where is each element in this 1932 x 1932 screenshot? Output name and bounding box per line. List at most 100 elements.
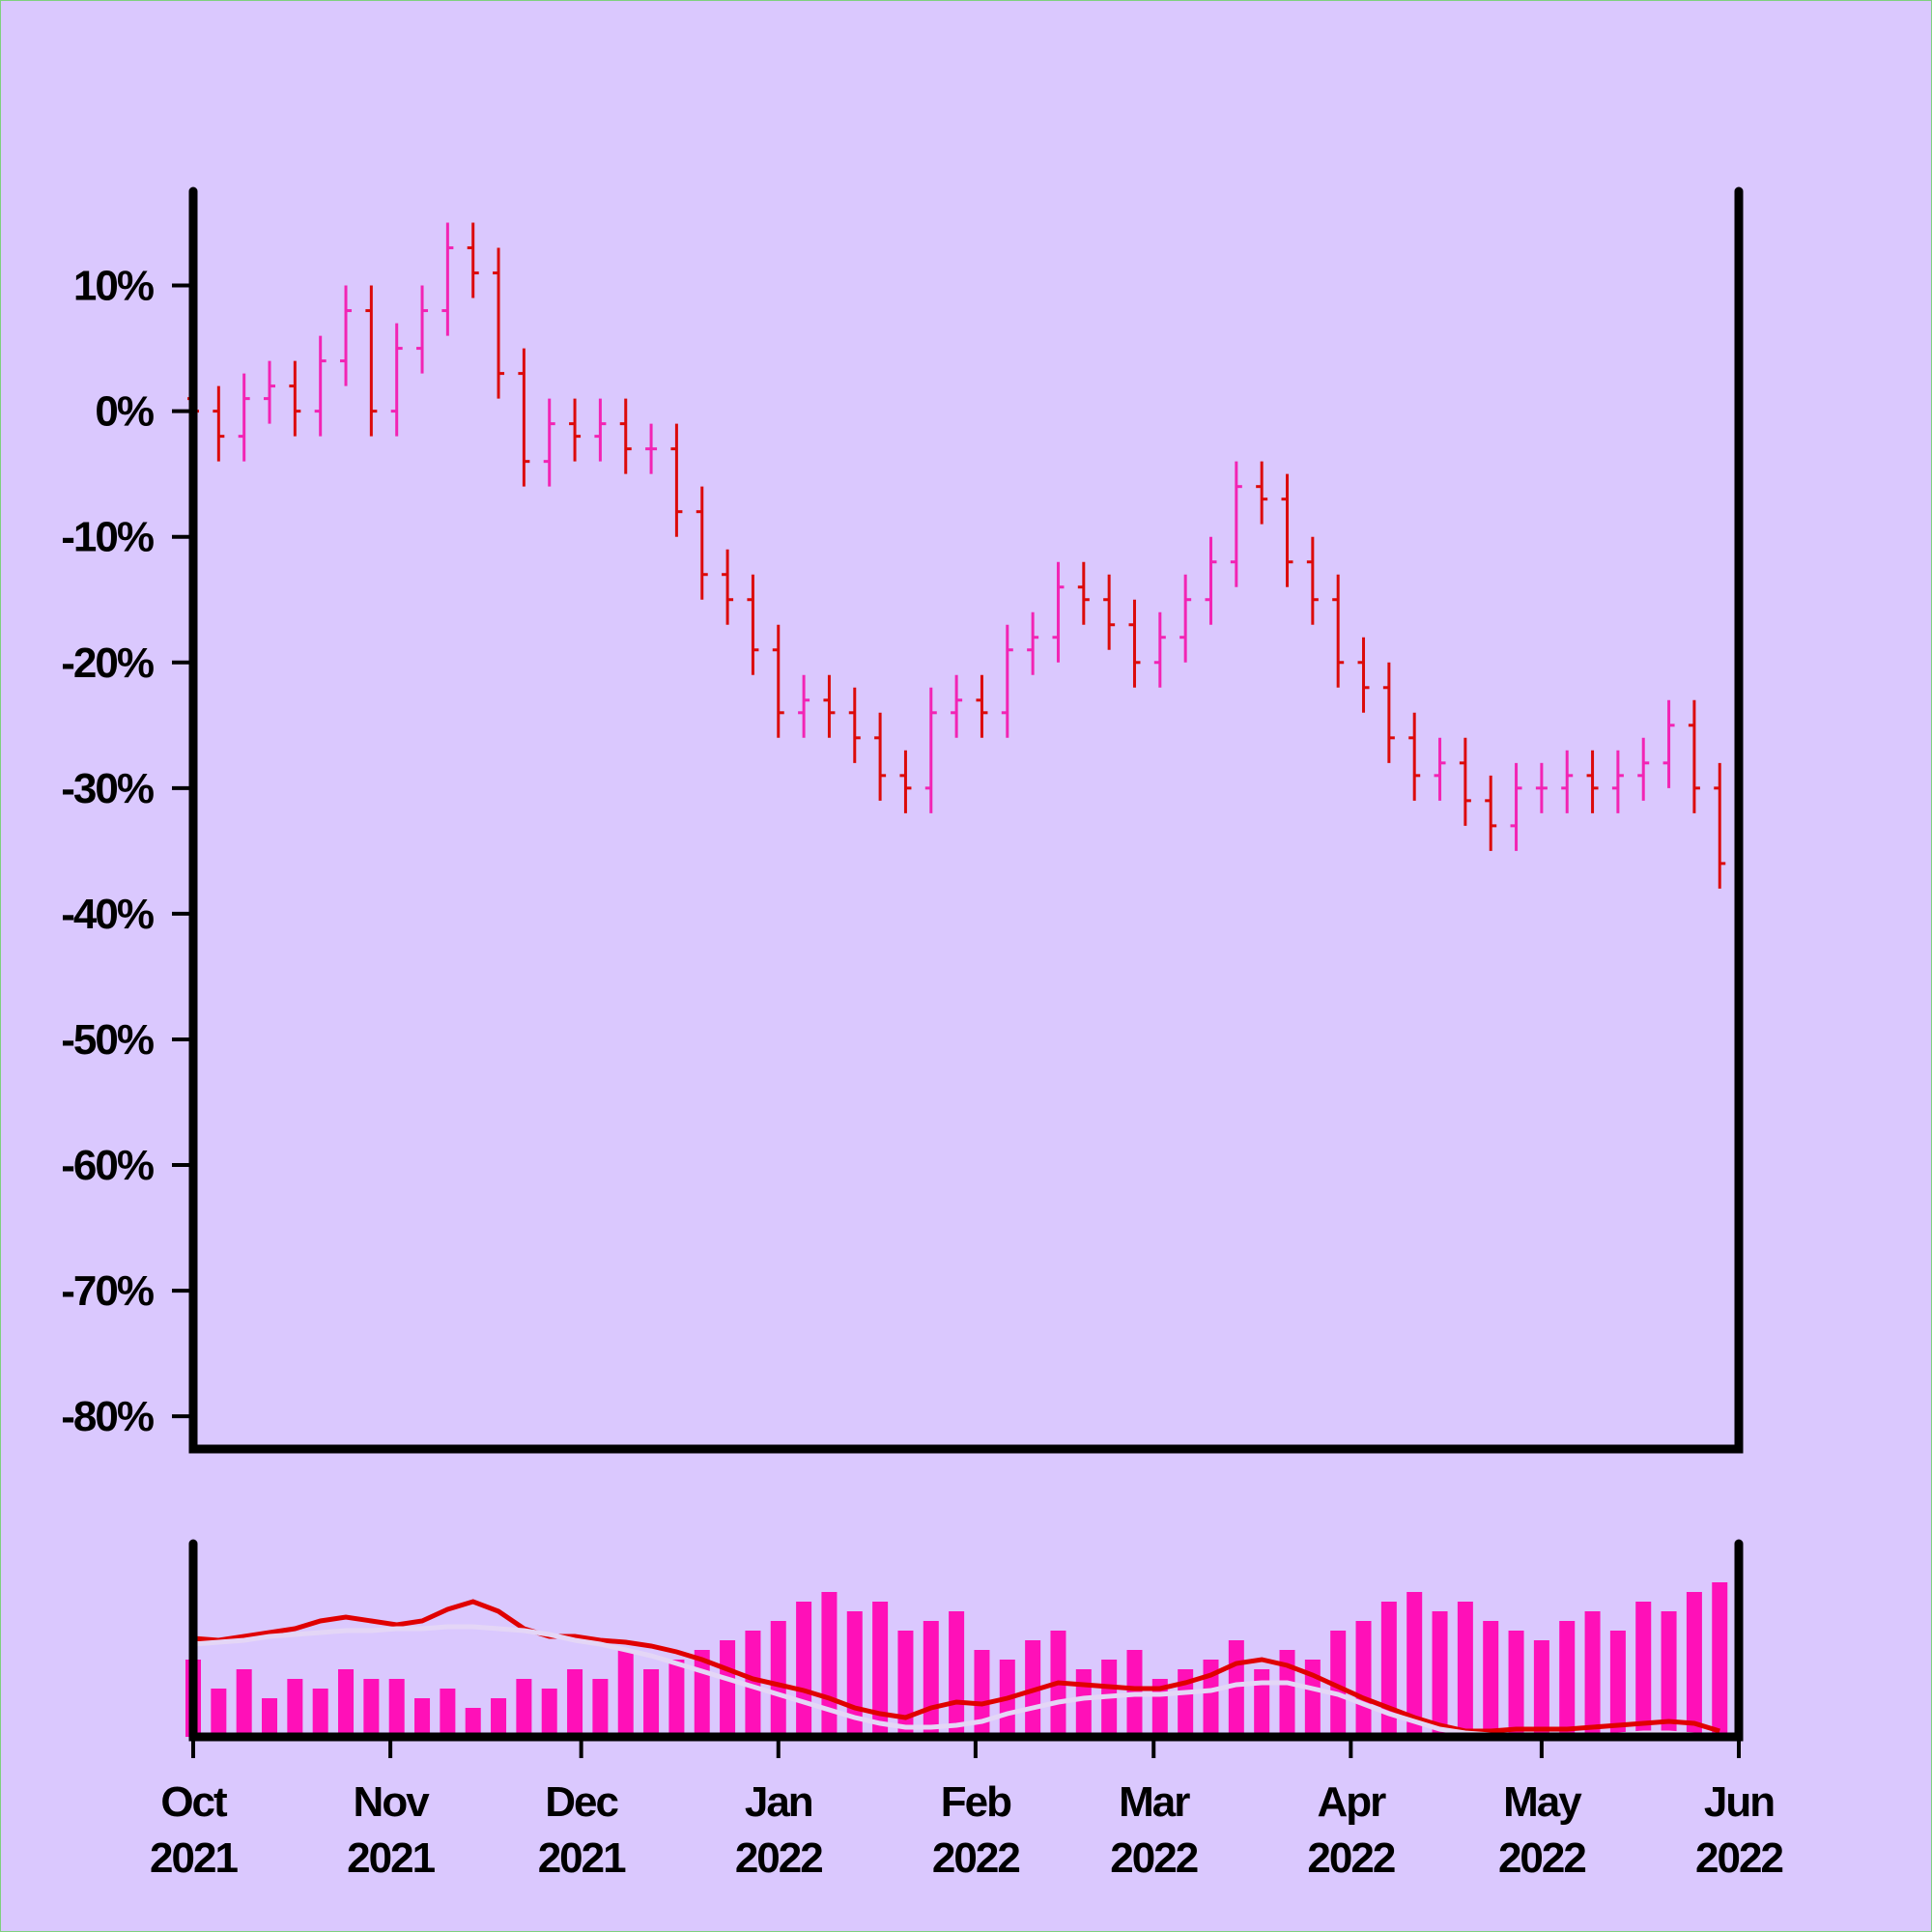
ohlc-bar [976,674,988,738]
ohlc-bar [1637,737,1650,801]
ohlc-bar [1434,737,1446,801]
y-tick-label: -60% [61,1142,154,1189]
ohlc-bar [1256,461,1268,525]
volume-bar [745,1631,761,1737]
ohlc-bar [1001,624,1013,738]
y-tick-label: -50% [61,1016,154,1064]
volume-bar [491,1698,507,1737]
volume-bar [668,1660,685,1737]
ohlc-bar [798,674,810,738]
x-tick-label: Apr 2022 [1307,1778,1394,1882]
ohlc-bar [1052,561,1065,663]
x-tick-label: Mar 2022 [1110,1778,1197,1882]
y-tick-label: -10% [61,514,154,561]
volume-bar [974,1650,990,1737]
volume-bar [796,1602,812,1737]
ohlc-bar [1179,574,1192,663]
volume-bar [1203,1660,1219,1737]
volume-bar [897,1631,914,1737]
ohlc-bar [365,285,378,437]
ohlc-bar [1510,762,1522,851]
ohlc-bar [569,398,582,462]
volume-bar [592,1679,609,1737]
x-tick-label: Jan 2022 [735,1778,822,1882]
volume-bar [1712,1582,1728,1737]
ohlc-bar [772,624,784,738]
ohlc-bar [1611,750,1624,813]
x-tick-label: Dec 2021 [538,1778,626,1882]
ohlc-bar [1408,712,1421,801]
volume-bar [643,1669,660,1737]
x-tick-label: May 2022 [1498,1778,1585,1882]
ohlc-bar [924,687,937,813]
volume-bar [720,1640,736,1737]
ohlc-bar [340,285,353,386]
x-tick-label: Jun 2022 [1695,1778,1782,1882]
ohlc-bar [314,335,327,437]
ohlc-bar [1103,574,1116,650]
volume-bar [617,1650,634,1737]
frame [188,1539,1744,1742]
volume-bar [1483,1621,1499,1737]
y-tick-label: 0% [95,388,153,436]
ohlc-bar [1128,599,1141,688]
volume-bar [872,1602,889,1737]
ohlc-bar [619,398,632,474]
ohlc-bar [848,687,861,763]
y-tick-label: -40% [61,891,154,938]
ohlc-bar [1077,561,1090,625]
volume-bar [388,1679,405,1737]
ohlc-bar [823,674,836,738]
frame [188,186,1744,1454]
volume-bar [770,1621,786,1737]
ohlc-bar [722,549,734,625]
volume-bar [211,1689,227,1737]
ohlc-bar [264,360,276,424]
volume-bar [1533,1640,1549,1737]
volume-bar [1075,1669,1092,1737]
volume-bar [821,1592,838,1737]
volume-bar [1635,1602,1652,1737]
volume-bar [1406,1592,1423,1737]
volume-bar [1559,1621,1576,1737]
ohlc-bar [1688,699,1700,813]
volume-bar [541,1689,557,1737]
volume-bar [262,1698,278,1737]
volume-bar [949,1611,965,1737]
volume-bar [465,1708,481,1737]
ohlc-bar [899,750,912,813]
x-tick-label: Oct 2021 [150,1778,238,1882]
volume-bar [1432,1611,1448,1737]
ohlc-bar [670,423,683,537]
y-tick-label: 10% [73,263,154,310]
ohlc-bar [1714,762,1726,889]
ohlc-bar [441,222,454,336]
volume-bar [1380,1602,1397,1737]
ohlc-bar [951,674,963,738]
ohlc-bar [1306,536,1319,625]
volume-bar [312,1689,328,1737]
x-tick-label: Feb 2022 [932,1778,1019,1882]
ohlc-bar [696,486,708,600]
y-tick-label: -70% [61,1267,154,1315]
ohlc-bar [1561,750,1574,813]
volume-bar [1686,1592,1702,1737]
ohlc-bar [1586,750,1599,813]
volume-bar [1355,1621,1372,1737]
volume-bar [1661,1611,1677,1737]
ohlc-bar [874,712,887,801]
ohlc-bar [1382,662,1395,763]
ohlc-bar [1205,536,1217,625]
ohlc-bar [1535,762,1548,813]
volume-bar [1254,1669,1270,1737]
y-tick-label: -30% [61,765,154,812]
y-tick-label: -20% [61,639,154,687]
ohlc-bar [645,423,658,474]
volume-bar [1457,1602,1473,1737]
volume-bar [1609,1631,1626,1737]
volume-bar [1178,1669,1194,1737]
ohlc-bar [594,398,607,462]
x-tick-label: Nov 2021 [347,1778,435,1882]
